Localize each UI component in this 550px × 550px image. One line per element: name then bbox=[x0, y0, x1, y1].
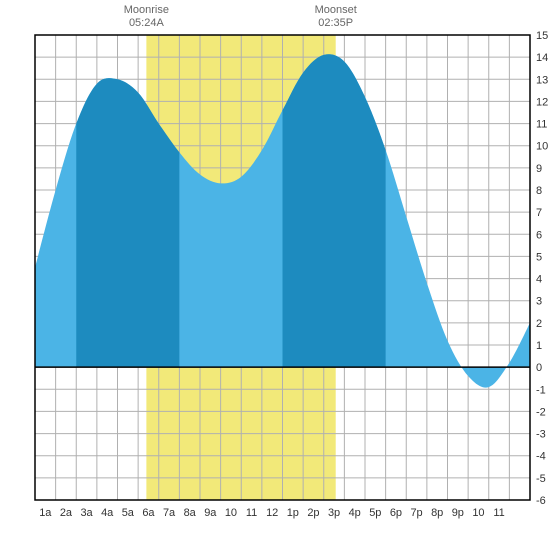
x-tick-label: 5a bbox=[122, 507, 135, 519]
y-tick-label: 11 bbox=[536, 119, 547, 131]
tide-chart: Moonrise 05:24A Moonset 02:35P -6-5-4-3-… bbox=[0, 0, 550, 550]
moonset-label: Moonset 02:35P bbox=[306, 4, 366, 30]
moonset-time: 02:35P bbox=[318, 17, 353, 29]
x-tick-label: 2p bbox=[307, 507, 319, 519]
y-tick-label: -5 bbox=[536, 473, 546, 485]
moonrise-title: Moonrise bbox=[124, 4, 169, 16]
x-tick-label: 6p bbox=[390, 507, 402, 519]
y-tick-label: 14 bbox=[536, 52, 548, 64]
y-tick-label: 8 bbox=[536, 185, 542, 197]
x-tick-label: 3p bbox=[328, 507, 340, 519]
y-tick-label: 2 bbox=[536, 318, 542, 330]
y-tick-label: 0 bbox=[536, 362, 542, 374]
x-tick-label: 6a bbox=[142, 507, 155, 519]
moonrise-label: Moonrise 05:24A bbox=[116, 4, 176, 30]
x-tick-label: 9a bbox=[204, 507, 217, 519]
x-tick-label: 8a bbox=[184, 507, 197, 519]
chart-svg: -6-5-4-3-2-101234567891011121314151a2a3a… bbox=[0, 0, 550, 550]
x-tick-label: 11 bbox=[246, 507, 257, 519]
x-tick-label: 2a bbox=[60, 507, 73, 519]
x-tick-label: 9p bbox=[452, 507, 464, 519]
y-tick-label: 6 bbox=[536, 229, 542, 241]
moonrise-time: 05:24A bbox=[129, 17, 164, 29]
y-tick-label: -6 bbox=[536, 495, 546, 507]
y-tick-label: 12 bbox=[536, 96, 548, 108]
x-tick-label: 10 bbox=[225, 507, 237, 519]
x-tick-label: 7a bbox=[163, 507, 176, 519]
x-tick-label: 3a bbox=[80, 507, 93, 519]
y-tick-label: 5 bbox=[536, 251, 542, 263]
y-tick-label: 15 bbox=[536, 30, 548, 42]
x-tick-label: 10 bbox=[472, 507, 484, 519]
y-tick-label: -2 bbox=[536, 406, 546, 418]
x-tick-label: 4p bbox=[349, 507, 361, 519]
x-tick-label: 5p bbox=[369, 507, 381, 519]
y-tick-label: -3 bbox=[536, 429, 546, 441]
y-tick-label: 13 bbox=[536, 74, 548, 86]
y-tick-label: 1 bbox=[536, 340, 542, 352]
y-tick-label: 9 bbox=[536, 163, 542, 175]
moonset-title: Moonset bbox=[315, 4, 357, 16]
y-tick-label: 3 bbox=[536, 296, 542, 308]
x-tick-label: 11 bbox=[493, 507, 504, 519]
y-tick-label: -4 bbox=[536, 451, 546, 463]
x-tick-label: 8p bbox=[431, 507, 443, 519]
x-tick-label: 1a bbox=[39, 507, 52, 519]
y-tick-label: 10 bbox=[536, 141, 548, 153]
y-tick-label: 7 bbox=[536, 207, 542, 219]
x-tick-label: 12 bbox=[266, 507, 278, 519]
x-tick-label: 7p bbox=[410, 507, 422, 519]
y-tick-label: 4 bbox=[536, 274, 542, 286]
y-tick-label: -1 bbox=[536, 384, 546, 396]
x-tick-label: 1p bbox=[287, 507, 299, 519]
x-tick-label: 4a bbox=[101, 507, 114, 519]
